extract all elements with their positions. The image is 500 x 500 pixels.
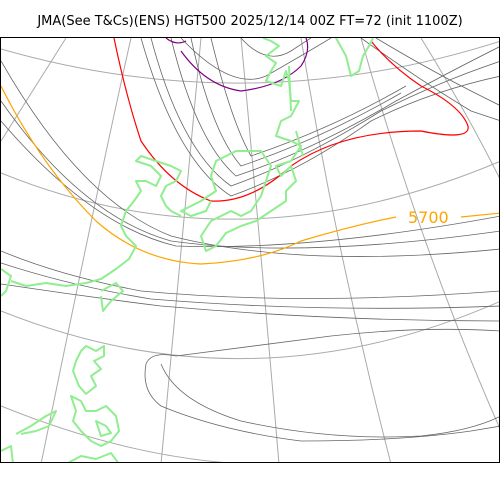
graticule-parallels — [1, 41, 499, 462]
contour-5700-east — [460, 212, 499, 218]
map-canvas: 5700 — [1, 38, 499, 462]
contour-5700 — [1, 85, 397, 265]
coastlines — [1, 38, 374, 462]
contour-label-5700: 5700 — [408, 208, 449, 227]
contour-5400-west — [113, 38, 469, 202]
chart-title: JMA(See T&Cs)(ENS) HGT500 2025/12/14 00Z… — [37, 14, 463, 29]
map-frame[interactable]: 5700 — [0, 37, 500, 463]
